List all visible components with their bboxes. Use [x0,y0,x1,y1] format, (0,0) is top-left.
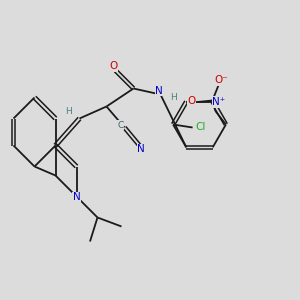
Text: C: C [118,121,124,130]
Text: N: N [155,86,163,96]
Text: O⁻: O⁻ [214,75,228,85]
Text: N: N [137,144,145,154]
Text: O: O [187,96,196,106]
Text: Cl: Cl [196,122,206,133]
Text: N⁺: N⁺ [212,97,226,107]
Text: H: H [170,93,176,102]
Text: N: N [73,192,80,202]
Text: O: O [109,61,117,71]
Text: H: H [66,106,72,116]
